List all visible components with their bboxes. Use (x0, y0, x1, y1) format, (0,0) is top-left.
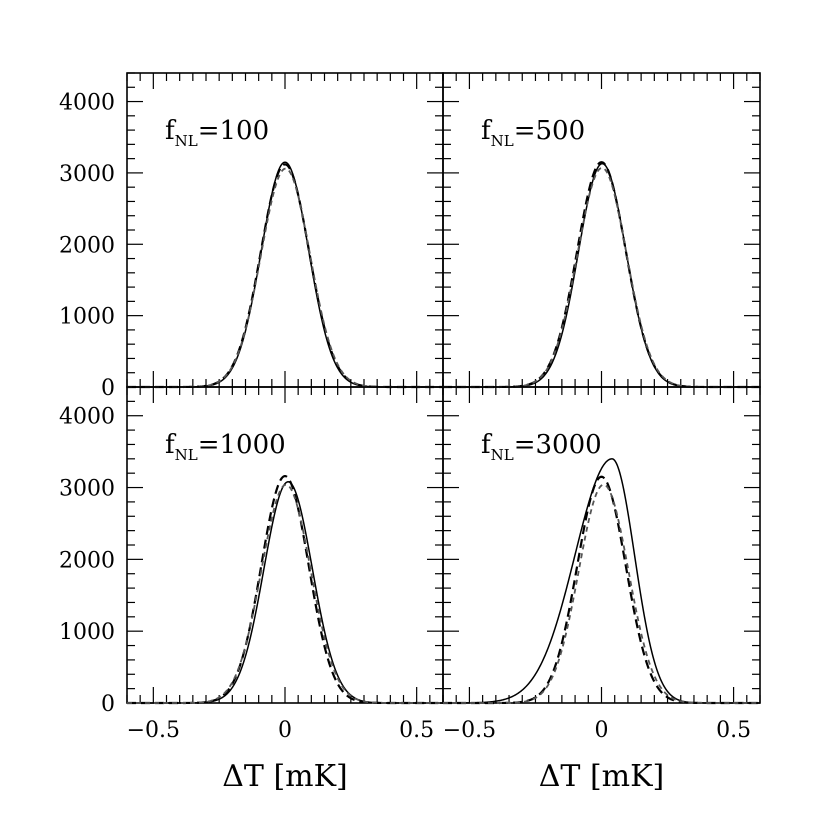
series-line-dashed (442, 475, 761, 705)
panel-label-subscript: NL (175, 132, 198, 150)
series-line-dashed (126, 474, 444, 705)
series-line-dashed (442, 161, 761, 389)
y-tick-label: 3000 (59, 162, 115, 187)
panel-label-value: =3000 (514, 430, 602, 460)
y-tick-label: 2000 (59, 233, 115, 258)
y-tick-label: 0 (101, 692, 115, 717)
y-tick-label: 1000 (59, 305, 115, 330)
x-tick-label: −0.5 (443, 718, 496, 743)
series-line-solid (127, 481, 443, 704)
series-line-dashed (126, 163, 444, 389)
series-line-solid (443, 162, 760, 388)
panel-label: fNL=1000 (165, 430, 286, 464)
y-tick-label: 0 (101, 376, 115, 401)
x-tick-label: 0 (278, 718, 292, 743)
panel-label-f: f (481, 430, 493, 460)
x-tick-label: −0.5 (127, 718, 180, 743)
panel-label-f: f (165, 116, 177, 146)
panel-label-value: =500 (514, 116, 585, 146)
panel-2: fNL=500 (442, 72, 761, 389)
panel-label-f: f (165, 430, 177, 460)
series-line-dashed-gray (442, 483, 761, 704)
x-tick-label: 0 (595, 718, 609, 743)
y-tick-label: 4000 (59, 91, 115, 116)
x-axis-label: ΔT [mK] (222, 759, 347, 794)
y-tick-label: 2000 (59, 548, 115, 573)
panel-label: fNL=500 (481, 116, 585, 150)
panel-label-f: f (481, 116, 493, 146)
panel-4: −0.5 0 0.5 ΔT [mK] fNL=3000 (442, 386, 761, 794)
panel-label-value: =100 (198, 116, 269, 146)
x-tick-label: 0.5 (716, 718, 751, 743)
x-axis-label: ΔT [mK] (539, 759, 664, 794)
panel-3: 0 1000 2000 3000 4000 −0.5 0 0.5 ΔT [mK] fNL=1000 (59, 386, 444, 794)
panel-1: 0 1000 2000 3000 4000 fNL=100 (59, 72, 444, 401)
panel-label-subscript: NL (175, 446, 198, 464)
panel-label-subscript: NL (491, 132, 514, 150)
y-tick-label: 1000 (59, 620, 115, 645)
y-tick-label: 3000 (59, 477, 115, 502)
series-line-dashed-gray (442, 167, 761, 388)
series-line-dashed-gray (126, 483, 444, 704)
panel-label: fNL=100 (165, 116, 269, 150)
series-line-solid (127, 161, 443, 388)
x-tick-label: 0.5 (399, 718, 434, 743)
panel-label: fNL=3000 (481, 430, 602, 464)
y-tick-label: 4000 (59, 405, 115, 430)
panel-label-subscript: NL (491, 446, 514, 464)
series-line-solid (443, 458, 760, 704)
series-line-dashed-gray (126, 167, 444, 388)
panel-label-value: =1000 (198, 430, 286, 460)
